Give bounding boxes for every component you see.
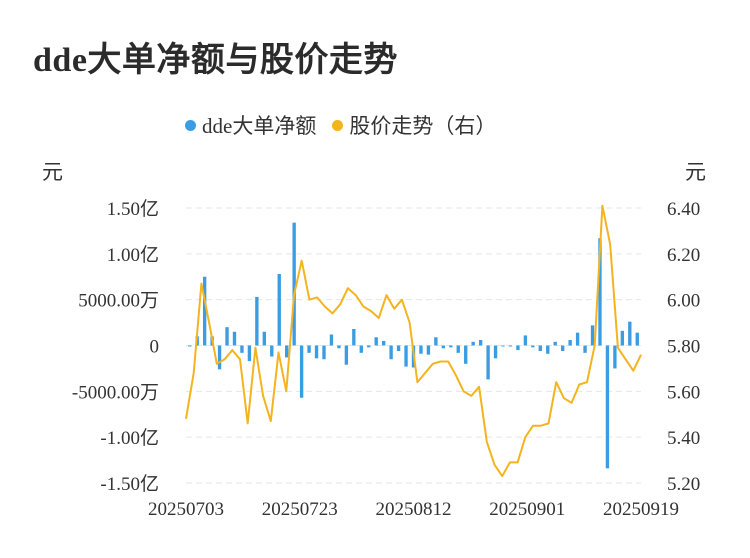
dde-bar: [188, 345, 192, 347]
x-axis-ticks: 20250703 20250723 20250812 20250901 20250919: [148, 499, 679, 520]
left-axis-unit: 元: [42, 160, 63, 184]
dde-bar: [225, 327, 229, 346]
x-tick-label: 20250812: [376, 499, 452, 520]
dde-bar: [583, 345, 587, 353]
dde-bar: [516, 345, 520, 351]
right-tick-label: 5.80: [667, 337, 700, 358]
dde-bar: [613, 345, 617, 369]
dde-bar: [285, 345, 289, 358]
dde-bar: [561, 345, 565, 351]
dde-bar: [501, 345, 505, 347]
left-tick-label: -1.50亿: [100, 473, 159, 495]
dde-bar: [389, 345, 393, 360]
right-tick-label: 6.40: [667, 199, 700, 220]
legend-label-dde: dde大单净额: [202, 114, 317, 138]
dde-bar: [441, 345, 446, 349]
legend-item-dde[interactable]: dde大单净额: [185, 110, 316, 140]
dde-bar: [538, 345, 542, 351]
legend-item-price[interactable]: 股价走势（右）: [332, 110, 496, 140]
dde-bar: [620, 330, 625, 346]
dde-bar: [464, 345, 468, 364]
dde-bar: [456, 345, 460, 353]
dde-bar: [307, 345, 311, 353]
right-axis-unit: 元: [685, 160, 706, 184]
dde-bar: [322, 345, 326, 360]
left-tick-label: -1.00亿: [100, 427, 159, 449]
dde-bar: [434, 337, 438, 346]
legend-dot-bars: [185, 119, 196, 131]
dde-bar: [255, 296, 259, 346]
bar-series: [188, 222, 639, 469]
dde-bar: [299, 345, 304, 398]
dde-bar: [396, 345, 401, 351]
dde-bar: [449, 345, 453, 348]
dde-bar: [426, 345, 431, 355]
dde-bar: [471, 341, 475, 346]
price-line: [185, 204, 642, 478]
dde-bar: [598, 238, 602, 346]
dde-bar: [262, 331, 266, 346]
left-tick-label: 1.50亿: [107, 198, 159, 220]
dde-bar: [568, 340, 572, 346]
dde-bar: [635, 332, 639, 346]
left-axis-ticks: 1.50亿 1.00亿 5000.00万 0 -5000.00万 -1.00亿 -1.50亿: [72, 198, 159, 495]
legend-dot-line: [332, 119, 344, 131]
dde-bar: [344, 345, 349, 365]
dde-bar: [486, 345, 490, 380]
dde-bar: [628, 321, 632, 346]
dde-bar: [419, 345, 423, 354]
left-tick-label: 1.00亿: [107, 244, 159, 266]
left-tick-label: -5000.00万: [72, 382, 159, 403]
dde-bar: [493, 345, 498, 359]
dde-bar: [381, 340, 386, 346]
dde-bar: [292, 222, 296, 346]
dde-bar: [374, 337, 378, 346]
dde-bar: [247, 345, 252, 362]
dde-bar: [404, 345, 408, 367]
right-tick-label: 6.00: [667, 291, 700, 312]
dde-bar: [270, 345, 274, 357]
chart-title: dde大单净额与股价走势: [33, 42, 398, 79]
dde-bar: [553, 341, 557, 346]
dde-bar: [232, 331, 237, 346]
dde-bar: [478, 340, 483, 346]
dde-bar: [575, 332, 580, 346]
line-series: [185, 204, 642, 478]
dde-bar: [590, 325, 595, 346]
x-tick-label: 20250723: [262, 499, 338, 520]
chart-legend: dde大单净额 股价走势（右）: [185, 110, 512, 140]
dde-bar: [277, 274, 281, 346]
dde-bar: [314, 345, 319, 359]
x-tick-label: 20250703: [148, 499, 224, 520]
left-tick-label: 5000.00万: [78, 291, 159, 312]
dde-bar: [217, 345, 222, 370]
dde-bar: [337, 345, 341, 349]
dde-bar: [508, 345, 513, 347]
dde-bar: [352, 329, 356, 346]
x-tick-label: 20250901: [489, 499, 565, 520]
dde-bar: [367, 345, 371, 348]
dde-bar: [531, 345, 535, 348]
right-tick-label: 5.20: [667, 474, 700, 495]
dde-bar: [546, 345, 550, 354]
right-axis-ticks: 6.40 6.20 6.00 5.80 5.60 5.40 5.20: [667, 199, 700, 495]
legend-label-price: 股价走势（右）: [349, 114, 497, 138]
dde-bar: [240, 345, 244, 353]
right-tick-label: 5.40: [667, 428, 700, 449]
dde-bar: [523, 335, 528, 346]
x-tick-label: 20250919: [603, 499, 679, 520]
right-tick-label: 5.60: [667, 382, 700, 403]
dde-bar: [605, 345, 610, 469]
dde-bar: [202, 276, 207, 346]
right-tick-label: 6.20: [667, 245, 700, 266]
dde-bar: [359, 345, 363, 353]
left-tick-label: 0: [150, 337, 160, 358]
dde-bar: [329, 334, 334, 346]
